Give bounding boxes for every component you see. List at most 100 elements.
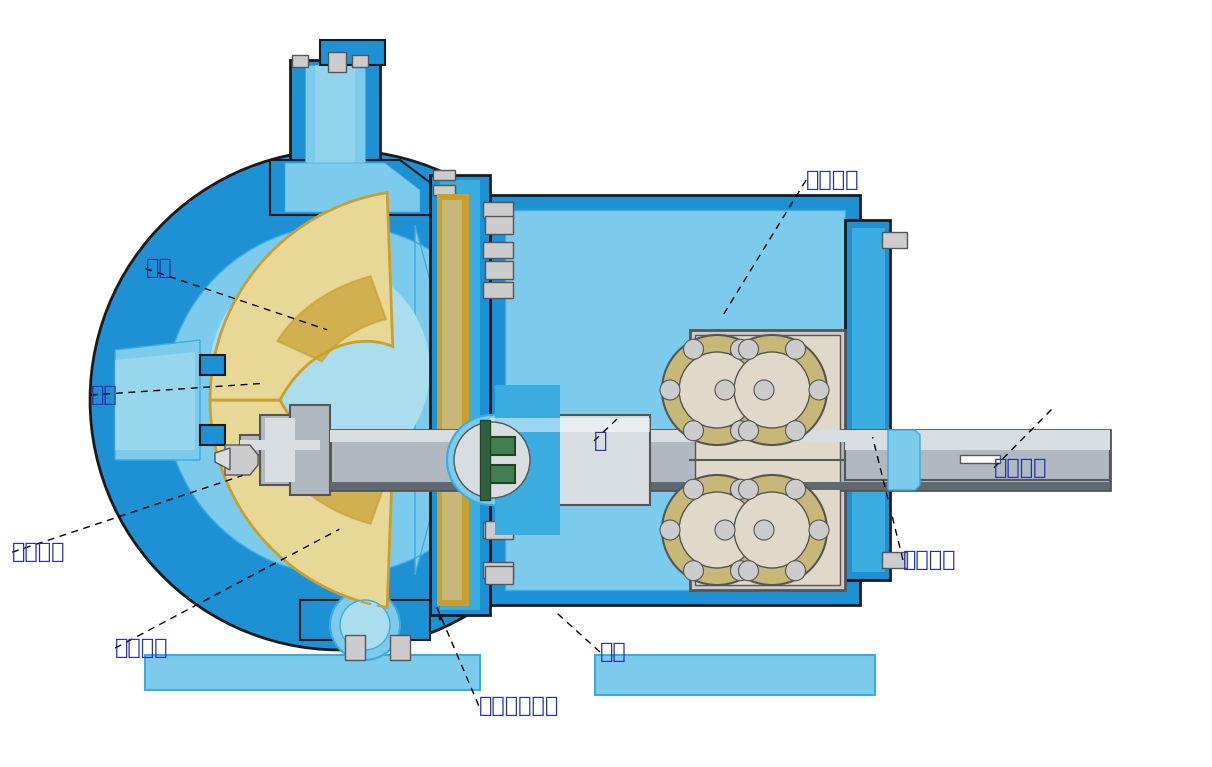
Polygon shape [595,655,875,695]
Bar [484,282,513,298]
Circle shape [715,520,734,540]
Circle shape [731,561,750,581]
Polygon shape [215,448,230,470]
Polygon shape [888,430,920,490]
Text: 轴: 轴 [594,431,607,451]
Circle shape [447,415,537,505]
Bar [328,52,345,72]
Polygon shape [430,175,490,615]
Circle shape [738,561,759,581]
Polygon shape [487,437,515,455]
Circle shape [754,380,774,400]
Circle shape [731,479,750,499]
Polygon shape [845,440,1110,480]
Polygon shape [200,425,225,445]
Circle shape [684,561,703,581]
Polygon shape [115,352,195,450]
Polygon shape [505,210,845,590]
Bar [484,242,513,258]
Polygon shape [487,465,515,483]
Polygon shape [330,430,1110,442]
Polygon shape [278,439,385,524]
Polygon shape [442,200,462,600]
Polygon shape [845,442,1110,450]
Circle shape [684,339,703,359]
Polygon shape [490,418,650,432]
Circle shape [808,380,829,400]
Polygon shape [145,655,480,690]
Polygon shape [270,160,440,215]
Polygon shape [315,65,355,175]
Polygon shape [694,335,840,585]
Circle shape [734,352,810,428]
Circle shape [210,260,430,480]
Bar [390,635,410,660]
Circle shape [785,561,806,581]
Polygon shape [240,440,320,450]
Circle shape [679,492,755,568]
Text: 叶轮背帽: 叶轮背帽 [12,542,65,562]
Text: 轴承压盖: 轴承压盖 [994,458,1047,478]
Circle shape [731,421,750,441]
Bar [320,40,385,65]
Bar [433,185,454,195]
Bar [433,170,454,180]
Text: 叶轮背板间隙: 叶轮背板间隙 [479,696,559,716]
Circle shape [679,352,755,428]
Polygon shape [210,400,393,607]
Polygon shape [285,163,421,212]
Polygon shape [278,276,385,361]
Bar [960,455,1000,463]
Polygon shape [290,405,330,495]
Polygon shape [330,482,1110,490]
Bar [484,202,513,218]
Circle shape [734,492,810,568]
Circle shape [785,339,806,359]
Circle shape [684,479,703,499]
Circle shape [754,520,774,540]
Polygon shape [438,195,468,605]
Circle shape [731,339,750,359]
Circle shape [661,520,680,540]
Circle shape [738,479,759,499]
Polygon shape [225,445,258,475]
Circle shape [330,590,400,660]
Bar [485,521,513,539]
Bar [485,216,513,234]
Bar [345,635,365,660]
Polygon shape [480,420,490,500]
Polygon shape [200,355,225,375]
Circle shape [718,335,827,445]
Circle shape [738,339,759,359]
Circle shape [454,422,530,498]
Polygon shape [330,430,1110,490]
Polygon shape [440,180,480,610]
Bar [292,55,308,67]
Circle shape [808,520,829,540]
Circle shape [738,421,759,441]
Polygon shape [290,60,381,175]
Circle shape [341,600,390,650]
Polygon shape [690,330,845,590]
Circle shape [715,380,734,400]
Bar [882,232,907,248]
Circle shape [662,475,772,585]
Circle shape [661,380,680,400]
Bar [351,55,368,67]
Circle shape [684,421,703,441]
Polygon shape [165,225,487,575]
Text: 机械密封: 机械密封 [806,170,859,190]
Bar [484,562,513,578]
Text: 泵体: 泵体 [600,642,627,662]
Polygon shape [115,340,200,460]
Polygon shape [210,193,393,400]
Bar [882,552,907,568]
Bar [484,482,513,498]
Polygon shape [261,415,301,485]
Polygon shape [490,415,650,505]
Polygon shape [490,195,861,605]
Circle shape [785,479,806,499]
Polygon shape [240,435,320,455]
Polygon shape [305,65,365,175]
Polygon shape [845,220,890,580]
